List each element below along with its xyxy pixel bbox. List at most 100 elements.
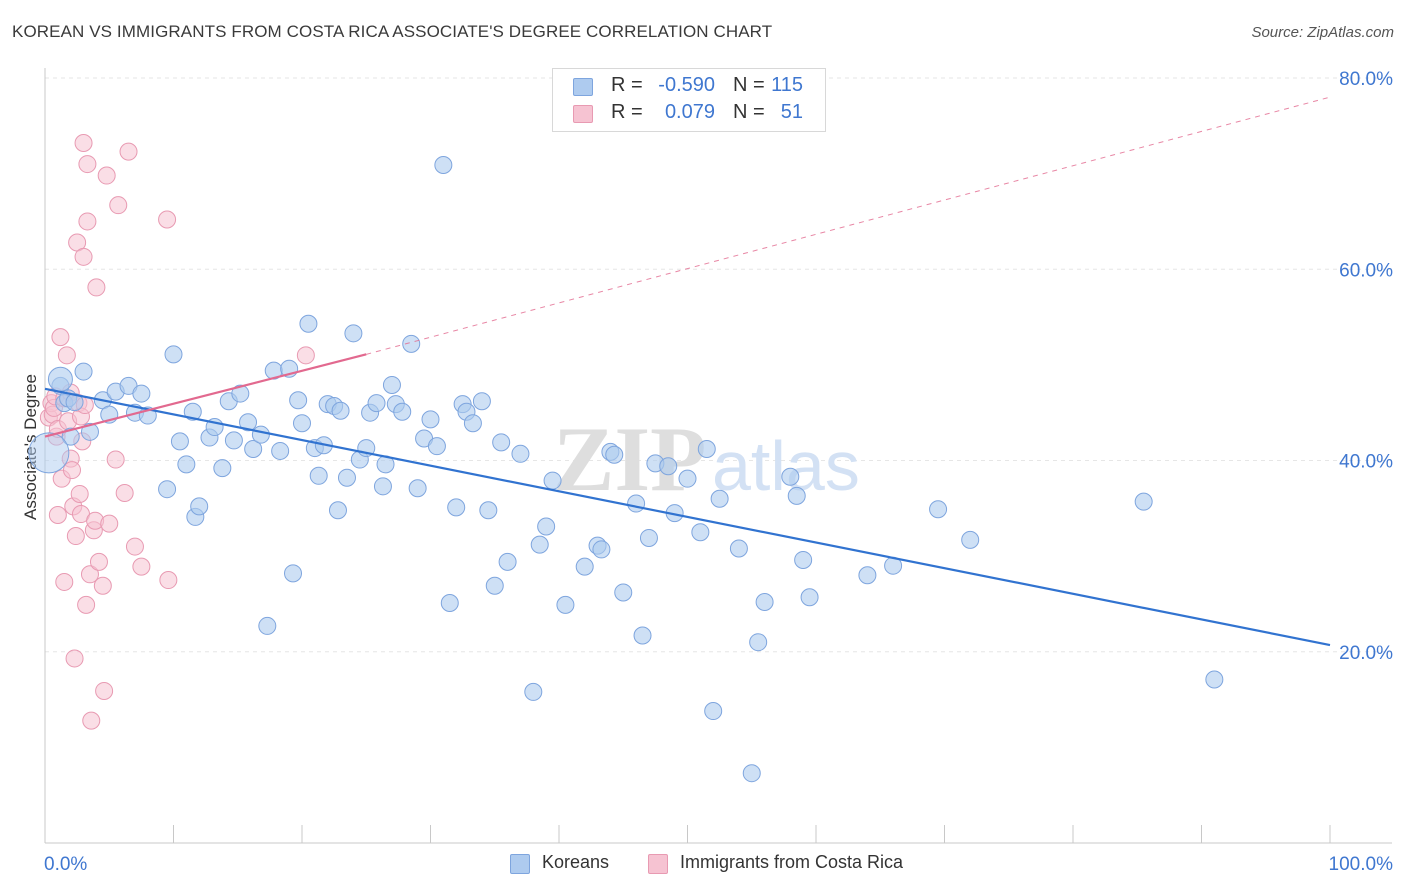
data-point-costa-rica [158, 210, 177, 229]
data-point-korean [463, 414, 482, 433]
data-point-korean [177, 455, 196, 474]
data-point-korean [485, 576, 504, 595]
data-point-korean [337, 468, 356, 487]
data-point-korean [244, 440, 263, 459]
data-point-korean [382, 375, 401, 394]
data-point-korean [614, 583, 633, 602]
costa-rica-swatch [573, 105, 593, 123]
data-point-costa-rica [100, 514, 119, 533]
data-point-korean [800, 588, 819, 607]
data-point-korean [393, 402, 412, 421]
legend-r-label: R = [611, 101, 643, 123]
legend-n-value: 115 [771, 74, 803, 96]
data-point-korean [408, 479, 427, 498]
data-point-costa-rica [93, 576, 112, 595]
data-point-costa-rica [132, 557, 151, 576]
y-tick-label: 80.0% [1339, 69, 1393, 90]
data-point-korean [158, 480, 177, 499]
y-tick-label: 40.0% [1339, 452, 1393, 473]
data-point-korean [373, 477, 392, 496]
data-point-korean [749, 633, 768, 652]
data-point-costa-rica [109, 196, 128, 215]
data-point-korean [678, 469, 697, 488]
data-point-korean [293, 414, 311, 433]
data-point-korean [755, 593, 774, 612]
data-point-korean [659, 457, 678, 476]
data-point-korean [421, 410, 440, 429]
data-point-costa-rica [51, 328, 70, 347]
data-point-korean [328, 501, 347, 520]
data-point-costa-rica [78, 212, 97, 231]
koreans-swatch [573, 78, 593, 96]
data-point-korean [543, 471, 562, 490]
data-point-korean [627, 494, 646, 513]
data-point-korean [524, 682, 543, 701]
data-point-korean [794, 550, 813, 569]
data-point-korean [511, 444, 530, 463]
data-point-korean [231, 384, 250, 403]
legend-r-label: R = [611, 74, 643, 96]
data-point-korean [537, 517, 556, 536]
data-point-costa-rica [87, 278, 106, 297]
data-point-costa-rica [106, 450, 125, 469]
data-point-costa-rica [62, 461, 81, 480]
data-point-korean [479, 501, 498, 520]
data-point-korean [697, 440, 716, 459]
legend-n-label: N = [733, 74, 765, 96]
data-point-korean [289, 391, 308, 410]
source-label: Source: ZipAtlas.com [1251, 24, 1394, 41]
y-tick-label: 20.0% [1339, 643, 1393, 664]
data-point-korean [132, 384, 151, 403]
data-point-costa-rica [125, 537, 144, 556]
costa-rica-trend-line [44, 353, 367, 438]
legend-n-label: N = [733, 101, 765, 123]
data-point-korean [639, 528, 658, 547]
data-point-korean [1134, 492, 1153, 511]
data-point-costa-rica [119, 142, 138, 161]
data-point-costa-rica [57, 346, 76, 365]
legend-n-value: 51 [780, 101, 803, 123]
data-point-korean [781, 467, 800, 486]
costa-rica-legend-label: Immigrants from Costa Rica [680, 852, 904, 872]
legend-row-costa-rica: R = 0.079 N = 51 [553, 101, 825, 127]
data-point-korean [367, 394, 386, 413]
data-point-costa-rica [80, 565, 99, 584]
data-point-korean [224, 431, 243, 450]
data-point-korean [183, 402, 202, 421]
data-point-korean [742, 764, 761, 783]
data-point-costa-rica [82, 711, 101, 730]
data-point-korean [61, 427, 80, 446]
costa-rica-legend-swatch [648, 854, 668, 874]
data-point-costa-rica [48, 506, 67, 525]
data-point-korean [961, 530, 980, 549]
watermark-zip: ZIP [553, 408, 706, 510]
data-point-costa-rica [115, 484, 134, 503]
data-point-korean [787, 486, 806, 505]
data-point-costa-rica [77, 595, 96, 614]
korean-trend-line [44, 387, 1331, 647]
data-point-costa-rica [74, 134, 93, 153]
data-point-korean [472, 392, 491, 411]
data-point-costa-rica [296, 346, 315, 365]
stats-legend: R = -0.590 N = 115 R = 0.079 N = 51 [552, 68, 826, 132]
data-point-costa-rica [55, 572, 74, 591]
data-point-korean [239, 413, 258, 432]
data-point-costa-rica [70, 484, 89, 503]
legend-r-value: 0.079 [664, 101, 715, 123]
data-point-korean [170, 432, 189, 451]
data-point-korean [47, 366, 73, 392]
data-point-korean [434, 156, 453, 175]
data-point-costa-rica [65, 649, 84, 668]
y-tick-label: 60.0% [1339, 260, 1393, 281]
data-point-korean [556, 595, 575, 614]
data-point-korean [729, 539, 748, 558]
chart-title: KOREAN VS IMMIGRANTS FROM COSTA RICA ASS… [12, 22, 773, 41]
data-point-korean [691, 523, 710, 542]
data-point-korean [331, 401, 350, 420]
data-point-korean [80, 422, 99, 441]
data-point-costa-rica [95, 681, 114, 700]
grid-layer [45, 77, 1392, 653]
data-point-costa-rica [74, 247, 93, 266]
data-point-korean [710, 489, 729, 508]
data-point-korean [271, 441, 290, 460]
